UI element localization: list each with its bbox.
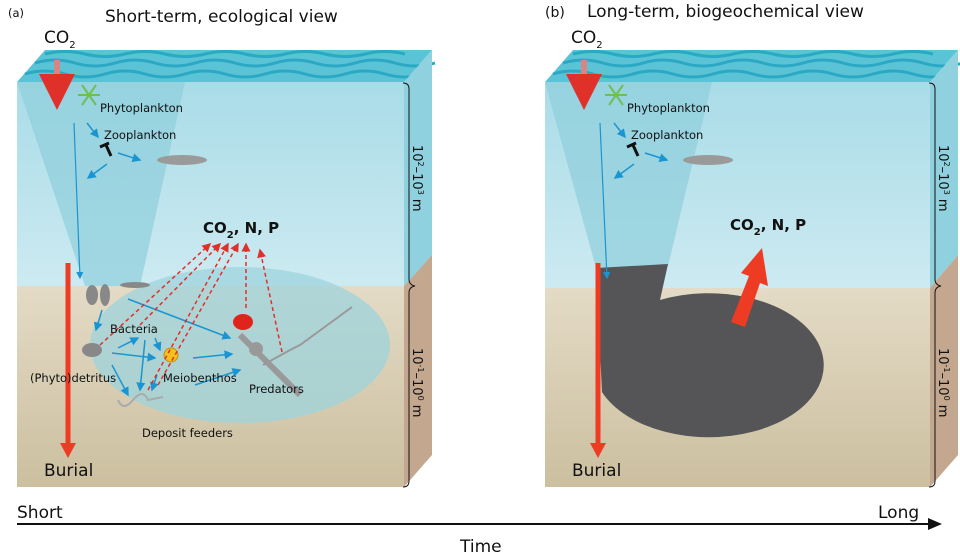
snail-icon xyxy=(163,347,179,363)
co2-label: CO2 xyxy=(571,28,603,51)
burial-label: Burial xyxy=(572,461,621,481)
release-arrow xyxy=(731,248,768,327)
deposit-feeder-icon xyxy=(117,393,164,407)
panel-letter: (b) xyxy=(545,5,565,21)
zooplankton-label: Zooplankton xyxy=(104,128,176,142)
panel-b: (b) Long-term, biogeochemical view CO2 P… xyxy=(545,2,960,488)
zooplankton-icon xyxy=(626,141,640,157)
meiobenthos-label: Meiobenthos xyxy=(163,371,237,385)
zooplankton-label: Zooplankton xyxy=(631,128,703,142)
detritus-icon xyxy=(82,282,150,357)
crab-icon xyxy=(233,314,253,330)
water-depth-scale: 102–103 m xyxy=(935,145,951,212)
water-surface xyxy=(17,50,432,82)
panel-letter: (a) xyxy=(8,6,24,20)
sediment-depth-scale: 10-1–100 m xyxy=(935,348,951,417)
fish-icon xyxy=(157,155,207,165)
release-arrows xyxy=(99,242,283,391)
phytoplankton-label: Phytoplankton xyxy=(627,101,710,115)
fish-icon xyxy=(683,155,733,165)
time-axis: Short Long Time xyxy=(17,503,942,557)
time-axis-label: Time xyxy=(459,537,502,557)
panel-title: Long-term, biogeochemical view xyxy=(587,2,864,22)
phytoplankton-icon xyxy=(605,84,627,106)
predators-label: Predators xyxy=(249,382,304,396)
bacteria-label: Bacteria xyxy=(110,322,158,336)
release-label: CO2, N, P xyxy=(203,219,279,241)
phytoplankton-label: Phytoplankton xyxy=(100,101,183,115)
predator-worm-icon xyxy=(262,306,353,366)
burial-label: Burial xyxy=(44,461,93,481)
co2-label: CO2 xyxy=(44,28,76,51)
release-label: CO2, N, P xyxy=(730,216,806,238)
sediment-processing-zone xyxy=(596,264,824,438)
deposit-feeders-label: Deposit feeders xyxy=(142,426,233,440)
time-axis-start: Short xyxy=(17,503,63,523)
time-axis-arrowhead xyxy=(928,518,942,530)
detritus-label: (Phyto)detritus xyxy=(30,371,116,385)
time-axis-end: Long xyxy=(878,503,919,523)
burrow-icon xyxy=(237,332,303,398)
panel-title: Short-term, ecological view xyxy=(105,7,338,27)
water-depth-scale: 102–103 m xyxy=(409,145,425,212)
phytoplankton-icon xyxy=(78,84,100,106)
sediment-depth-scale: 10-1–100 m xyxy=(409,348,425,417)
benthic-zone xyxy=(90,267,390,423)
water-surface xyxy=(545,50,958,82)
zooplankton-icon xyxy=(99,141,113,157)
panel-a: (a) Short-term, ecological view CO2 Buri… xyxy=(8,6,436,488)
